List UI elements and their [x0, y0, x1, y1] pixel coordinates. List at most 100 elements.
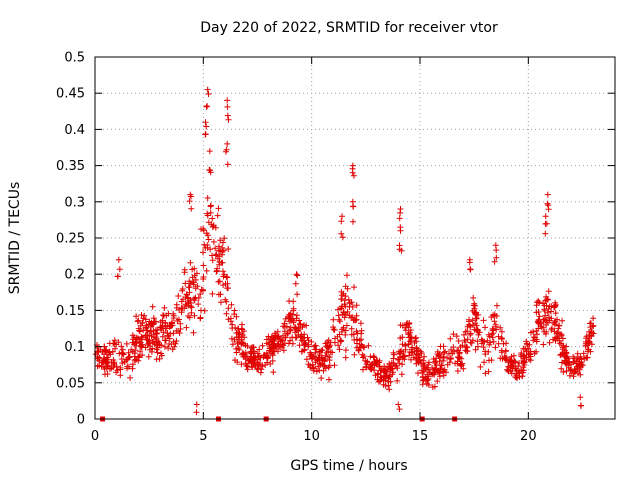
data-point — [549, 325, 555, 332]
data-point — [322, 352, 329, 359]
data-point — [335, 312, 342, 319]
data-point — [464, 336, 471, 343]
data-point — [313, 346, 320, 353]
x-tick-label: 20 — [520, 429, 537, 444]
data-point — [451, 348, 457, 355]
data-point — [338, 328, 345, 335]
data-point — [480, 339, 487, 346]
data-point — [312, 349, 319, 356]
data-point — [296, 342, 303, 349]
data-point — [572, 368, 579, 374]
data-point — [236, 336, 243, 343]
data-point — [545, 306, 552, 312]
data-point — [223, 310, 230, 317]
data-point — [297, 325, 303, 332]
data-point — [389, 371, 396, 378]
data-point — [456, 354, 463, 361]
data-point — [335, 306, 341, 313]
data-point — [433, 362, 440, 369]
data-point — [327, 339, 334, 346]
data-point — [326, 376, 332, 383]
data-point — [447, 335, 454, 342]
data-point — [215, 247, 222, 254]
data-point — [104, 360, 111, 367]
data-point — [194, 283, 201, 290]
data-point — [443, 369, 449, 376]
data-point — [345, 296, 352, 303]
data-point — [118, 356, 125, 362]
data-point — [356, 337, 363, 344]
data-point — [264, 352, 271, 359]
data-point — [171, 343, 178, 350]
data-point — [225, 305, 232, 312]
data-point — [189, 274, 196, 281]
data-point — [376, 359, 382, 366]
data-point — [559, 317, 566, 324]
data-point — [425, 375, 432, 382]
data-point — [533, 309, 540, 316]
data-point — [482, 348, 489, 355]
data-point — [568, 361, 574, 368]
data-point — [543, 317, 550, 324]
data-point — [332, 335, 338, 342]
data-point — [205, 219, 212, 226]
data-point — [167, 330, 174, 337]
data-point — [214, 265, 221, 272]
data-point — [236, 330, 243, 337]
data-point — [286, 298, 293, 305]
data-point — [556, 340, 563, 347]
data-point — [209, 223, 216, 230]
data-point — [405, 331, 412, 338]
data-point — [136, 328, 143, 335]
data-point — [163, 325, 170, 332]
data-point — [413, 334, 419, 341]
data-point — [342, 293, 349, 300]
data-point — [447, 356, 454, 362]
data-point — [573, 358, 580, 364]
data-point — [219, 244, 226, 251]
data-point — [185, 284, 192, 291]
data-point — [540, 324, 546, 331]
data-point — [143, 325, 150, 332]
data-point — [153, 336, 160, 342]
data-point — [127, 374, 134, 381]
data-point — [94, 363, 101, 370]
data-point — [182, 280, 189, 287]
data-point — [213, 251, 220, 258]
data-point — [200, 225, 207, 232]
data-point — [128, 346, 135, 353]
data-point — [114, 273, 121, 280]
data-point — [222, 280, 229, 287]
data-point — [134, 318, 141, 325]
data-point — [186, 278, 193, 285]
data-point — [256, 362, 263, 368]
data-point — [552, 337, 559, 344]
data-point — [172, 340, 179, 347]
data-point — [207, 209, 214, 216]
y-tick-label: 0.1 — [64, 340, 85, 355]
data-point — [165, 310, 172, 317]
data-point — [503, 340, 510, 347]
data-point — [183, 324, 190, 331]
data-point — [189, 266, 196, 273]
data-point — [187, 259, 194, 266]
data-point — [585, 346, 592, 353]
data-point — [494, 302, 500, 309]
data-point — [578, 359, 585, 365]
data-point — [455, 338, 462, 344]
data-point — [338, 230, 345, 237]
data-point — [144, 336, 151, 343]
data-point — [563, 349, 570, 356]
data-point — [358, 330, 365, 337]
data-point — [275, 333, 282, 340]
data-point — [559, 351, 566, 358]
data-point — [407, 334, 414, 341]
data-point — [266, 347, 273, 354]
data-point — [228, 335, 235, 342]
data-point — [117, 372, 124, 379]
data-point — [209, 215, 216, 222]
data-point — [585, 337, 592, 344]
data-point — [472, 320, 479, 327]
data-point — [431, 383, 438, 390]
data-point — [559, 346, 566, 353]
